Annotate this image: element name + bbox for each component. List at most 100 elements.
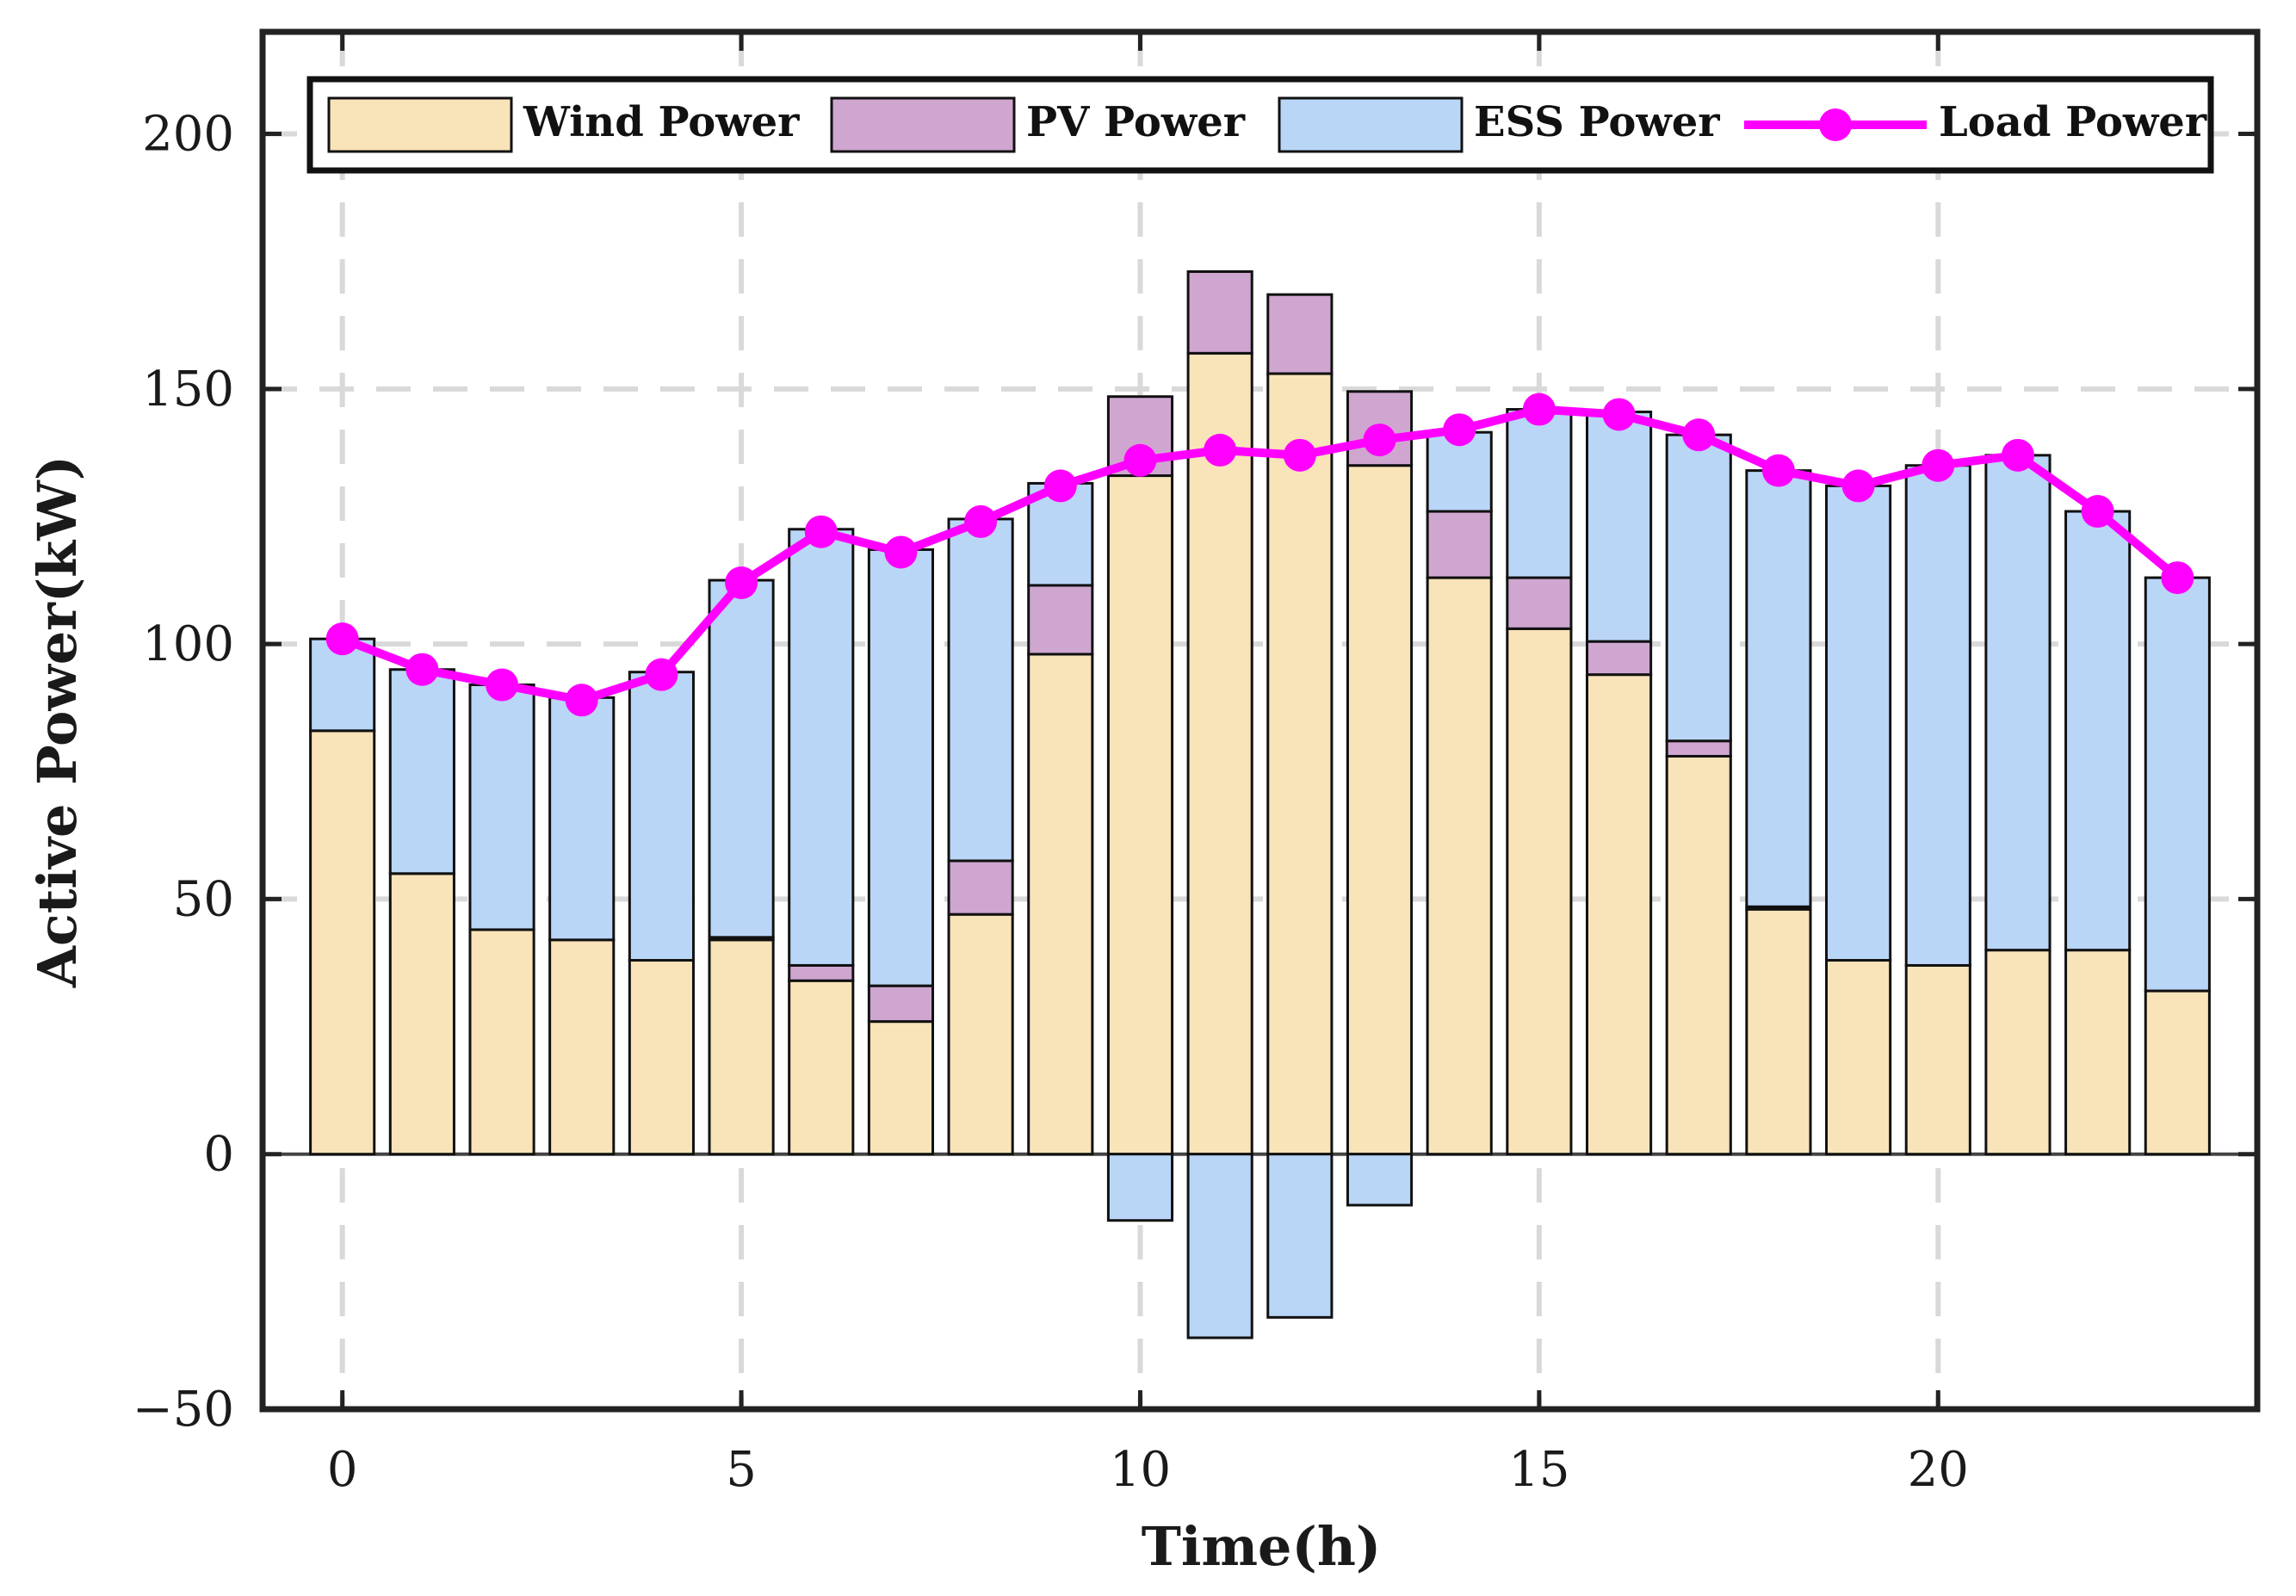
bar-wind-power-21 [1984,949,2052,1156]
bar-ess-power-20 [1904,464,1971,967]
bar-wind-power-7 [867,1020,935,1156]
bar-wind-power-20 [1904,963,1971,1156]
load-power-point-18 [1761,454,1795,487]
bar-ess-power-2 [468,684,535,931]
bar-wind-power-15 [1506,627,1573,1156]
bar-pv-power-6 [788,963,855,982]
bar-pv-power-7 [867,984,935,1024]
y-tick-label-2: 50 [173,871,234,927]
x-tick-label-15: 15 [1508,1442,1569,1498]
bar-ess-power-1 [388,668,455,875]
bar-ess-power-23 [2144,576,2211,993]
y-tick-label-1: 0 [203,1127,234,1183]
bar-ess-power-21 [1984,454,2052,952]
bar-ess-power-5 [708,578,775,939]
bar-pv-power-9 [1027,584,1094,656]
bar-pv-power-17 [1665,739,1732,758]
load-power-point-14 [1443,413,1476,447]
bar-pv-power-16 [1585,640,1653,677]
load-power-point-2 [486,668,519,702]
legend-swatch-wind-power [327,96,513,153]
load-power-point-9 [1043,469,1077,503]
y-axis-title: Active Power(kW) [26,455,89,988]
legend-label-pv-power: PV Power [1026,98,1246,146]
bar-ess-power-11 [1186,1153,1253,1339]
bar-ess-power-15 [1506,408,1573,579]
x-tick-label-20: 20 [1908,1442,1969,1498]
load-power-point-16 [1602,398,1636,431]
bar-wind-power-10 [1106,474,1174,1156]
load-power-point-8 [964,504,998,538]
y-axis-ticks: −50 0 50 100 150 200 [133,107,2257,1438]
legend-label-wind-power: Wind Power [523,98,800,146]
bar-wind-power-4 [628,959,695,1156]
bar-pv-power-14 [1426,510,1493,579]
bar-ess-power-19 [1825,484,1892,962]
load-power-point-19 [1841,469,1875,503]
bar-wind-power-8 [947,912,1014,1156]
y-tick-label-3: 100 [142,616,234,672]
plot-frame [259,28,2261,1413]
x-tick-label-0: 0 [327,1442,358,1498]
bar-wind-power-9 [1027,653,1094,1156]
load-power-point-4 [645,658,678,691]
legend-label-ess-power: ESS Power [1474,98,1720,146]
x-tick-label-5: 5 [726,1442,757,1498]
bar-wind-power-3 [548,938,616,1156]
legend-label-load-power: Load Power [1939,98,2207,146]
bar-wind-power-23 [2144,989,2211,1156]
bar-wind-power-16 [1585,673,1653,1156]
bar-wind-power-12 [1266,372,1334,1156]
bar-ess-power-3 [548,696,616,942]
legend: Wind Power PV Power ESS Power Load Power [306,76,2214,174]
bar-ess-power-13 [1346,1153,1414,1207]
x-axis-title: Time(h) [1142,1515,1382,1578]
bar-ess-power-7 [867,547,935,987]
bar-ess-power-8 [947,517,1014,863]
bar-wind-power-13 [1346,464,1414,1156]
y-tick-label-4: 150 [142,362,234,418]
load-power-point-0 [325,622,359,656]
load-power-series [325,393,2194,717]
bar-ess-power-22 [2064,510,2132,952]
load-power-point-15 [1522,393,1556,426]
bar-pv-power-11 [1186,270,1253,355]
x-axis-ticks: 0 5 10 15 20 [327,32,1969,1498]
load-power-point-23 [2161,561,2194,595]
load-power-point-20 [1922,448,1955,482]
load-power-point-13 [1363,424,1396,457]
load-power-point-22 [2081,495,2114,529]
bar-wind-power-2 [468,928,535,1156]
bar-wind-power-22 [2064,949,2132,1156]
y-tick-label-5: 200 [142,107,234,163]
legend-swatch-load-power-marker [1819,108,1852,141]
bar-ess-power-18 [1745,469,1812,908]
load-power-point-17 [1682,418,1716,452]
bar-ess-power-6 [788,528,855,967]
bar-pv-power-15 [1506,576,1573,630]
load-power-point-6 [804,515,838,548]
bar-ess-power-17 [1665,433,1732,743]
bar-pv-power-8 [947,859,1014,916]
bar-wind-power-14 [1426,576,1493,1156]
bar-wind-power-6 [788,979,855,1156]
load-power-point-7 [884,535,918,569]
bar-wind-power-11 [1186,351,1253,1156]
y-tick-label-0: −50 [133,1382,234,1438]
load-power-point-12 [1283,438,1316,472]
bar-ess-power-16 [1585,410,1653,643]
load-power-point-10 [1123,443,1157,477]
bar-wind-power-5 [708,938,775,1156]
bar-wind-power-19 [1825,959,1892,1156]
bar-ess-power-10 [1106,1153,1174,1222]
legend-swatch-pv-power [830,96,1016,153]
load-power-point-11 [1204,433,1237,467]
bar-wind-power-0 [309,729,376,1156]
load-power-point-3 [565,684,598,717]
bar-wind-power-1 [388,872,455,1156]
bar-ess-power-12 [1266,1153,1334,1319]
legend-swatch-ess-power [1278,96,1464,153]
bar-pv-power-12 [1266,293,1334,375]
load-power-point-21 [2001,438,2034,472]
